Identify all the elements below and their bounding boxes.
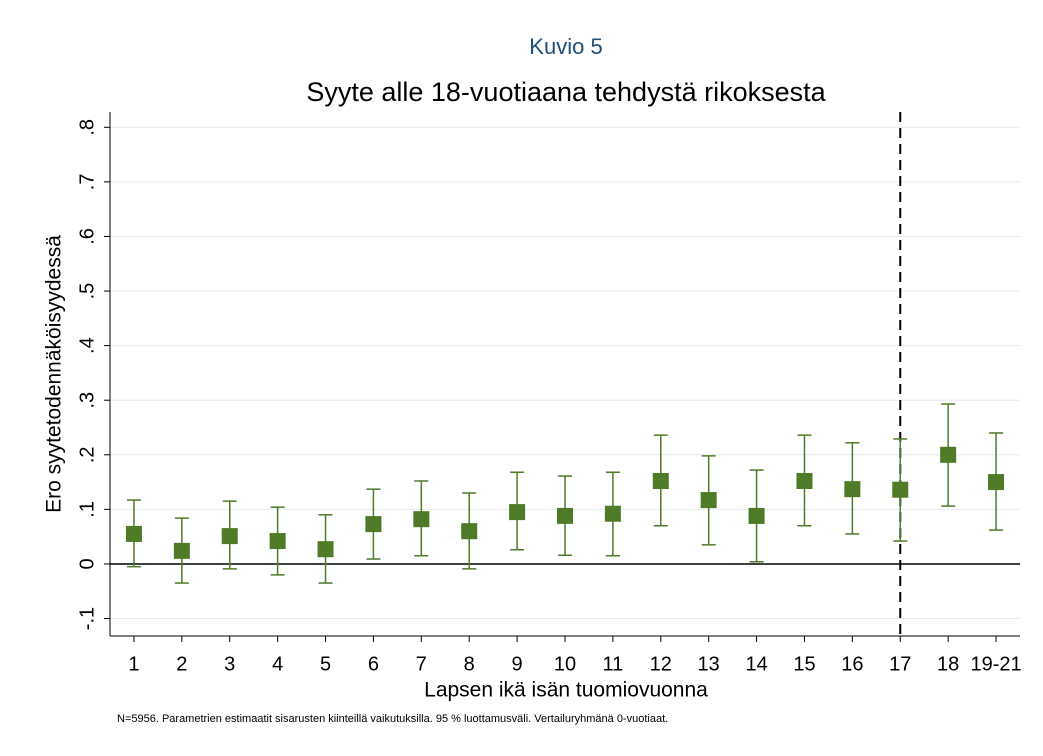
point	[509, 504, 526, 521]
x-tick-label: 2	[176, 653, 187, 675]
x-tick-label: 19-21	[970, 653, 1021, 675]
x-tick-label: 3	[224, 653, 235, 675]
x-tick-label: 14	[745, 653, 767, 675]
y-tick-label: .3	[76, 392, 98, 409]
y-tick-label: -.1	[76, 607, 98, 630]
x-tick-label: 18	[937, 653, 959, 675]
point	[413, 511, 430, 528]
point	[461, 523, 478, 540]
point	[125, 525, 142, 542]
point	[940, 446, 957, 463]
point	[892, 481, 909, 498]
point	[269, 533, 286, 550]
point	[700, 492, 717, 509]
y-tick-label: .6	[76, 228, 98, 245]
x-tick-label: 16	[841, 653, 863, 675]
point	[317, 541, 334, 558]
x-tick-label: 17	[889, 653, 911, 675]
y-tick-label: .5	[76, 283, 98, 300]
y-tick-label: .2	[76, 446, 98, 463]
point	[796, 472, 813, 489]
x-tick-label: 6	[368, 653, 379, 675]
x-tick-label: 10	[554, 653, 576, 675]
x-axis-label: Lapsen ikä isän tuomiovuonna	[424, 679, 708, 702]
point	[652, 472, 669, 489]
x-tick-label: 12	[650, 653, 672, 675]
y-tick-label: .7	[76, 174, 98, 191]
chart-title: Syyte alle 18-vuotiaana tehdystä rikokse…	[306, 77, 826, 107]
point	[365, 516, 382, 533]
point	[221, 528, 238, 545]
x-tick-label: 1	[128, 653, 139, 675]
x-tick-label: 13	[698, 653, 720, 675]
point	[988, 474, 1005, 491]
note: N=5956. Parametrien estimaatit sisaruste…	[117, 713, 668, 725]
point	[604, 505, 621, 522]
x-tick-label: 15	[793, 653, 815, 675]
y-tick-label: 0	[76, 558, 98, 569]
x-tick-label: 9	[512, 653, 523, 675]
point	[557, 507, 573, 524]
x-tick-label: 7	[416, 653, 427, 675]
x-tick-label: 4	[272, 653, 283, 675]
y-tick-label: .1	[76, 501, 98, 518]
x-tick-label: 11	[603, 653, 624, 675]
x-tick-label: 8	[464, 653, 475, 675]
x-tick-label: 5	[320, 653, 331, 675]
point	[844, 481, 861, 498]
chart-supertitle: Kuvio 5	[529, 34, 602, 59]
y-axis-label: Ero syytetodennäköisyydessä	[43, 235, 66, 513]
point	[748, 507, 765, 524]
y-tick-label: .8	[76, 119, 98, 136]
y-tick-label: .4	[76, 337, 98, 354]
point	[173, 542, 190, 559]
